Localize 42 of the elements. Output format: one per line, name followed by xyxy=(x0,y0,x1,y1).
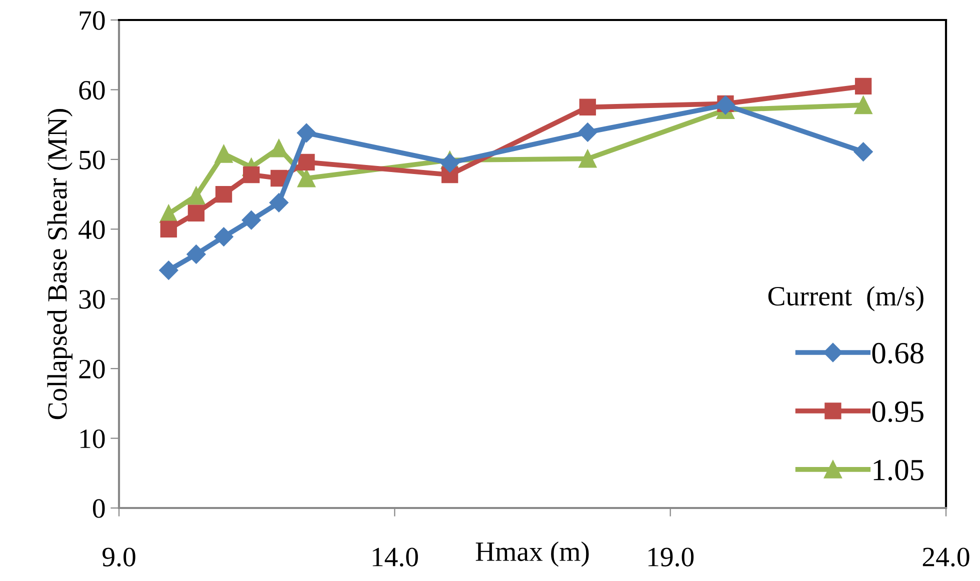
legend-label: 1.05 xyxy=(874,460,924,481)
point xyxy=(215,186,232,203)
point xyxy=(296,123,316,142)
point xyxy=(242,210,261,230)
point xyxy=(854,96,872,114)
point xyxy=(578,122,598,142)
point xyxy=(578,150,597,168)
point xyxy=(159,260,178,280)
legend-label: 0.68 xyxy=(872,342,924,364)
x-tick-label: 24.0 xyxy=(922,548,970,567)
x-tick-label: 19.0 xyxy=(648,548,694,567)
point xyxy=(440,153,460,172)
y-axis-title: Collapsed Base Shear (MN) xyxy=(47,109,72,420)
point xyxy=(854,78,872,95)
point xyxy=(214,144,233,163)
point xyxy=(298,154,315,171)
y-tick-label: 70 xyxy=(80,11,105,30)
point xyxy=(214,227,234,246)
point xyxy=(187,186,206,205)
point xyxy=(854,142,873,162)
point xyxy=(270,170,288,187)
point xyxy=(186,244,206,264)
x-tick-label: 9.0 xyxy=(102,548,136,567)
y-tick-label: 10 xyxy=(80,429,105,448)
point xyxy=(160,220,177,238)
point xyxy=(579,98,596,116)
y-tick-label: 30 xyxy=(79,290,105,309)
y-tick-label: 20 xyxy=(79,360,105,378)
point xyxy=(242,166,260,184)
x-tick-label: 14.0 xyxy=(372,548,418,567)
point xyxy=(270,139,288,158)
x-axis-title: Hmax (m) xyxy=(476,542,589,567)
point xyxy=(716,96,735,115)
y-tick-label: 50 xyxy=(80,150,105,170)
legend-label: 0.95 xyxy=(872,401,924,422)
y-tick-label: 0 xyxy=(92,499,105,518)
y-tick-label: 60 xyxy=(79,80,105,100)
point xyxy=(269,193,288,212)
legend-title: Current (m/s) xyxy=(768,286,924,312)
y-tick-label: 40 xyxy=(78,220,105,240)
point xyxy=(188,204,205,222)
point xyxy=(297,169,316,188)
